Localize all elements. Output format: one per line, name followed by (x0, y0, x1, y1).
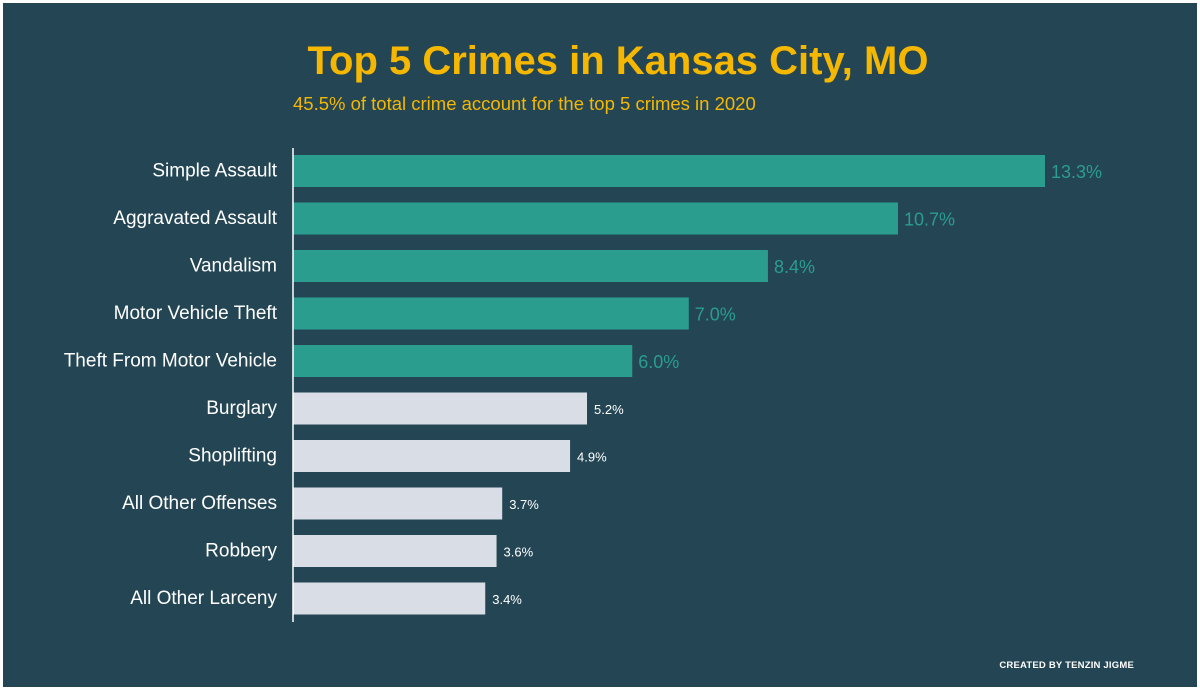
bar-7 (293, 487, 503, 520)
bar-chart: Simple Assault Aggravated Assault Vandalis… (64, 148, 1102, 622)
value-label: 13.3% (1051, 162, 1102, 182)
bar-2 (293, 250, 768, 282)
value-label: 8.4% (774, 257, 815, 277)
bar-4 (293, 345, 633, 377)
value-label: 5.2% (594, 402, 624, 417)
chart-card: Top 5 Crimes in Kansas City, MO 45.5% of… (3, 3, 1197, 687)
category-label: Robbery (205, 541, 277, 562)
category-label: Aggravated Assault (113, 208, 277, 229)
bar-3 (293, 297, 689, 330)
category-label: Theft From Motor Vehicle (64, 351, 277, 372)
value-label: 3.7% (509, 497, 539, 512)
value-label: 7.0% (695, 305, 736, 325)
value-labels: 13.3% 10.7% 8.4% 7.0% 6.0% 5.2% 4.9% 3.7% 3.6% 3.… (492, 162, 1102, 607)
value-label: 4.9% (577, 450, 607, 465)
chart-subtitle: 45.5% of total crime account for the top… (293, 93, 756, 114)
bar-6 (293, 440, 571, 472)
category-label: All Other Offenses (122, 493, 277, 514)
value-label: 3.6% (504, 545, 534, 560)
category-label: Vandalism (190, 256, 277, 277)
bar-5 (293, 392, 588, 425)
value-label: 6.0% (638, 352, 679, 372)
category-labels: Simple Assault Aggravated Assault Vandalis… (64, 161, 278, 610)
category-label: All Other Larceny (130, 588, 277, 609)
category-label: Burglary (206, 398, 277, 419)
bars (293, 155, 1045, 615)
chart-title: Top 5 Crimes in Kansas City, MO (307, 39, 929, 83)
category-label: Simple Assault (152, 161, 277, 182)
value-label: 3.4% (492, 592, 522, 607)
credit-text: CREATED BY TENZIN JIGME (999, 660, 1134, 671)
bar-1 (293, 202, 898, 235)
bar-0 (293, 155, 1045, 187)
category-label: Motor Vehicle Theft (114, 303, 278, 324)
bar-8 (293, 535, 497, 567)
value-label: 10.7% (904, 210, 955, 230)
bar-9 (293, 582, 486, 615)
category-label: Shoplifting (188, 446, 277, 467)
